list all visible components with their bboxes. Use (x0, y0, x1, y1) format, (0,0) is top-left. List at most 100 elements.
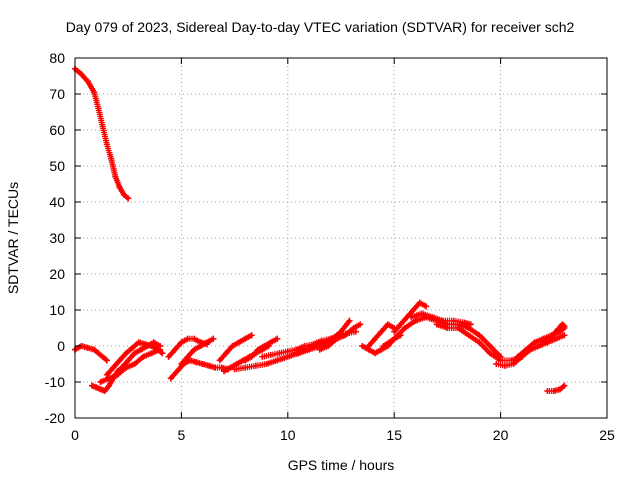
data-point (129, 344, 136, 351)
data-point (231, 366, 238, 373)
data-series (391, 299, 430, 335)
data-point (440, 317, 447, 324)
data-point (418, 310, 425, 317)
data-point (150, 339, 157, 346)
data-point (248, 332, 255, 339)
data-point (191, 335, 198, 342)
data-point (97, 386, 104, 393)
chart-title: Day 079 of 2023, Sidereal Day-to-day VTE… (65, 19, 575, 35)
data-point (391, 328, 398, 335)
data-point (206, 362, 213, 369)
data-point (138, 346, 144, 353)
x-tick-label: 10 (280, 427, 296, 443)
data-point (159, 350, 166, 357)
data-point (552, 335, 559, 342)
data-point (242, 335, 249, 342)
y-axis-label: SDTVAR / TECUs (5, 181, 21, 295)
data-series (167, 357, 232, 382)
data-point (212, 364, 219, 371)
data-point (412, 317, 419, 324)
data-point (372, 350, 378, 357)
series-marker-trail (365, 321, 398, 349)
data-point (106, 382, 112, 389)
data-point (148, 350, 155, 357)
y-tick-label: 40 (49, 194, 65, 210)
data-point (384, 321, 391, 328)
y-tick-label: 0 (57, 338, 65, 354)
y-tick-label: 80 (49, 50, 65, 66)
y-tick-label: -10 (45, 374, 65, 390)
data-point (267, 352, 274, 358)
grid-layer (75, 58, 607, 418)
data-point (552, 328, 559, 335)
data-point (540, 339, 547, 346)
data-point (103, 371, 110, 378)
data-point (467, 321, 474, 328)
y-tick-label: -20 (45, 410, 65, 426)
data-point (242, 357, 249, 364)
data-point (116, 184, 123, 191)
data-point (103, 141, 110, 148)
data-point (487, 350, 493, 357)
data-point (304, 346, 310, 353)
data-point (333, 335, 340, 342)
data-point (455, 325, 461, 331)
data-point (135, 339, 142, 346)
y-tick-label: 10 (49, 302, 65, 318)
data-point (401, 325, 408, 331)
data-point (120, 191, 127, 198)
data-series (365, 321, 398, 349)
x-tick-label: 5 (178, 427, 186, 443)
data-point (357, 321, 364, 328)
data-series (295, 317, 353, 357)
data-point (267, 339, 274, 346)
data-point (178, 339, 185, 346)
y-tick-label: 50 (49, 158, 65, 174)
data-point (223, 350, 230, 357)
data-point (123, 350, 130, 357)
data-point (229, 343, 236, 349)
data-point (433, 321, 440, 328)
data-point (378, 346, 385, 353)
data-point (95, 105, 102, 112)
x-axis-label: GPS time / hours (287, 457, 395, 473)
x-tick-label: 15 (386, 427, 402, 443)
data-point (184, 335, 191, 342)
data-series (178, 335, 217, 367)
data-point (293, 346, 300, 353)
data-point (321, 339, 327, 346)
data-point (365, 343, 372, 349)
series-marker-trail (316, 321, 364, 353)
data-point (465, 332, 472, 339)
data-point (184, 353, 191, 360)
data-point (493, 361, 500, 367)
data-point (380, 343, 387, 349)
data-point (252, 362, 259, 369)
data-point (342, 332, 349, 339)
data-point (221, 368, 227, 375)
data-point (523, 346, 530, 353)
data-point (118, 364, 125, 371)
data-point (165, 353, 172, 360)
data-point (510, 361, 517, 367)
data-point (174, 368, 181, 375)
data-point (108, 155, 115, 162)
data-layer (72, 65, 568, 394)
data-point (312, 343, 319, 349)
data-point (261, 343, 268, 349)
data-point (561, 382, 568, 389)
data-series (242, 335, 281, 364)
data-point (84, 78, 91, 85)
y-tick-label: 20 (49, 266, 65, 282)
data-point (157, 343, 164, 349)
data-point (95, 350, 102, 357)
data-point (106, 375, 112, 382)
data-point (144, 343, 151, 349)
data-point (338, 328, 344, 335)
data-series (493, 332, 568, 369)
data-point (284, 353, 291, 360)
data-point (191, 346, 198, 353)
data-point (557, 386, 564, 393)
y-tick-label: 30 (49, 230, 65, 246)
